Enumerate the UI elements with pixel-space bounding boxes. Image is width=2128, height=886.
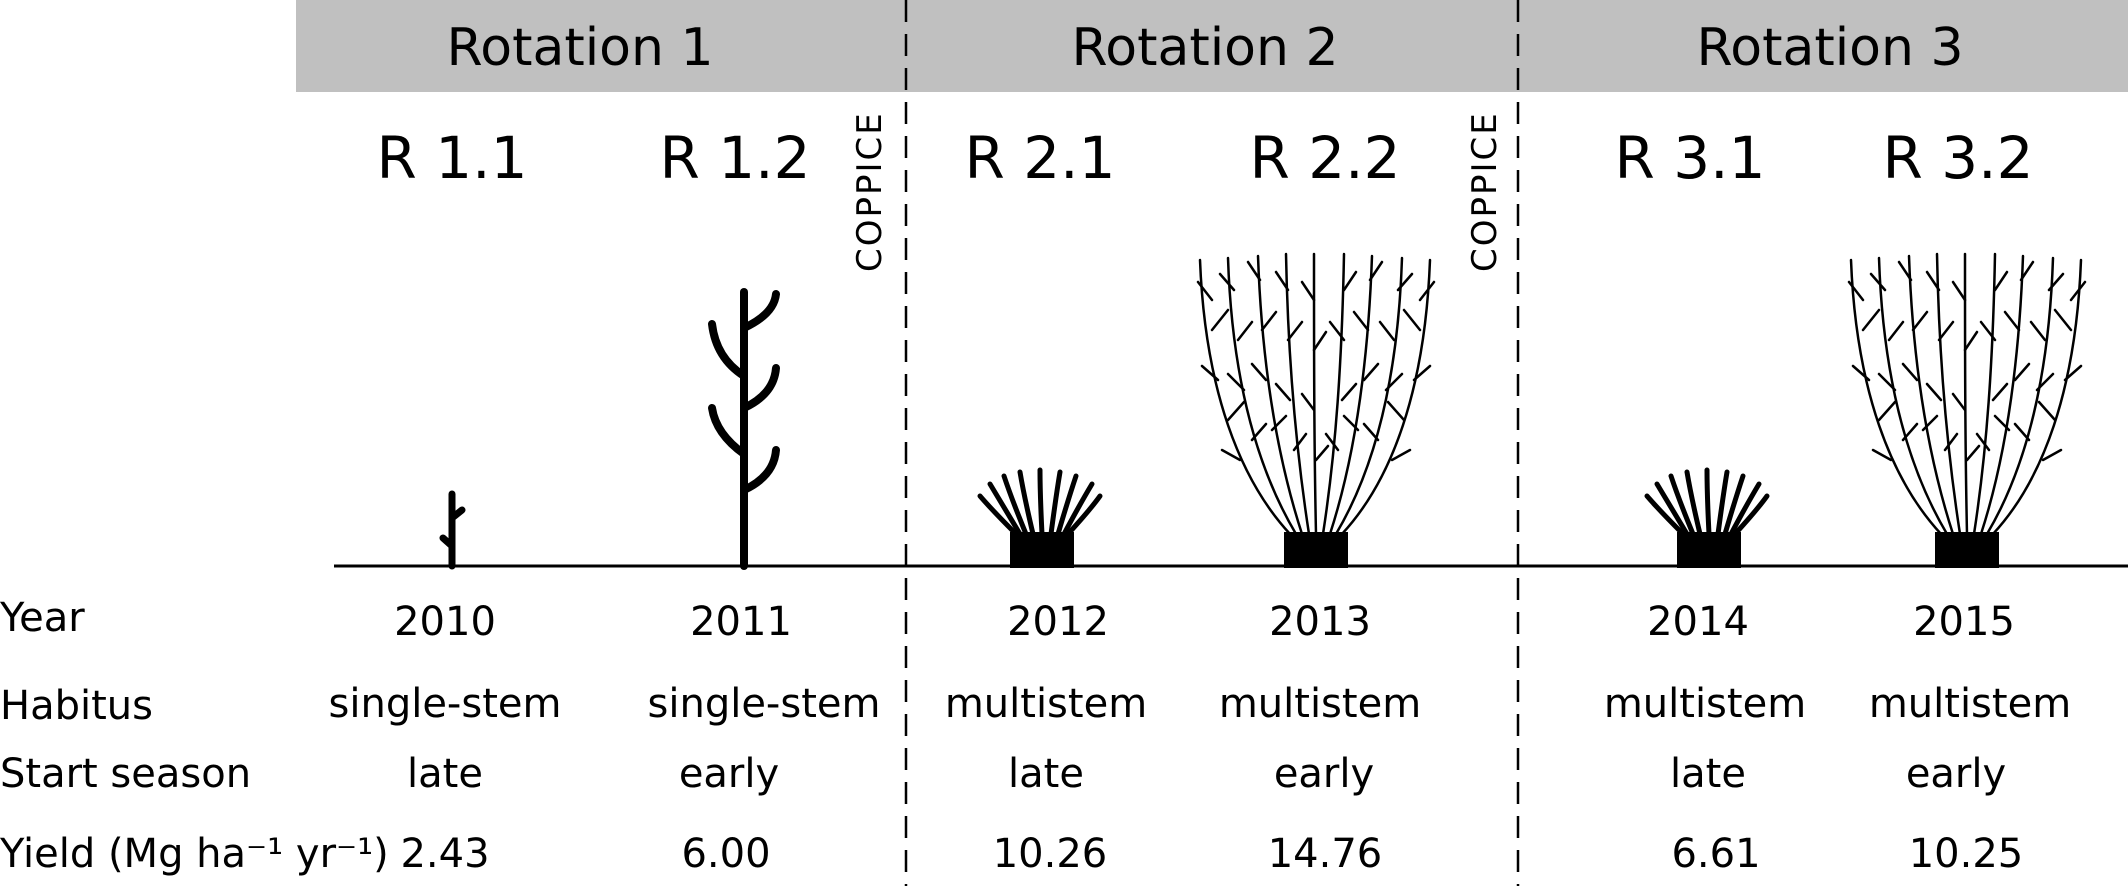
rotation-1-title: Rotation 1 — [446, 18, 714, 78]
habitus-r31: multistem — [1603, 681, 1807, 727]
code-r31: R 3.1 — [1614, 124, 1766, 192]
rotation-2-title: Rotation 2 — [1071, 18, 1339, 78]
season-r32: early — [1905, 751, 2007, 797]
code-r11: R 1.1 — [376, 124, 528, 192]
habitus-r22: multistem — [1218, 681, 1422, 727]
yield-r32: 10.25 — [1908, 831, 2024, 877]
code-r22: R 2.2 — [1249, 124, 1401, 192]
seedling-icon — [439, 490, 466, 570]
year-r31: 2014 — [1647, 599, 1749, 645]
yield-r12: 6.00 — [681, 831, 771, 877]
year-r12: 2011 — [690, 599, 792, 645]
season-r11: late — [407, 751, 483, 797]
rotation-3-title: Rotation 3 — [1696, 18, 1964, 78]
large-coppice-bush-icon — [1847, 252, 2087, 568]
habitus-r32: multistem — [1868, 681, 2072, 727]
habitus-r21: multistem — [944, 681, 1148, 727]
season-r21: late — [1008, 751, 1084, 797]
row-label-year: Year — [0, 595, 85, 641]
rotation-header-bar — [296, 0, 2128, 92]
row-label-habitus: Habitus — [0, 683, 153, 729]
code-r12: R 1.2 — [659, 124, 811, 192]
year-r32: 2015 — [1913, 599, 2015, 645]
single-stem-tree-icon — [708, 288, 780, 570]
code-r32: R 3.2 — [1882, 124, 2034, 192]
yield-r31: 6.61 — [1671, 831, 1761, 877]
year-r11: 2010 — [394, 599, 496, 645]
season-r31: late — [1670, 751, 1746, 797]
year-r21: 2012 — [1007, 599, 1109, 645]
yield-r21: 10.26 — [992, 831, 1108, 877]
year-r22: 2013 — [1269, 599, 1371, 645]
habitus-r11: single-stem — [328, 681, 562, 727]
row-label-yield: Yield (Mg ha⁻¹ yr⁻¹) — [0, 831, 389, 877]
season-r22: early — [1273, 751, 1375, 797]
code-r21: R 2.1 — [964, 124, 1116, 192]
yield-r11: 2.43 — [400, 831, 490, 877]
small-coppice-stool-icon — [1644, 467, 1770, 568]
small-coppice-stool-icon — [977, 467, 1103, 568]
yield-r22: 14.76 — [1267, 831, 1383, 877]
season-r12: early — [678, 751, 780, 797]
large-coppice-bush-icon — [1196, 252, 1436, 568]
habitus-r12: single-stem — [647, 681, 881, 727]
row-label-start-season: Start season — [0, 751, 252, 797]
